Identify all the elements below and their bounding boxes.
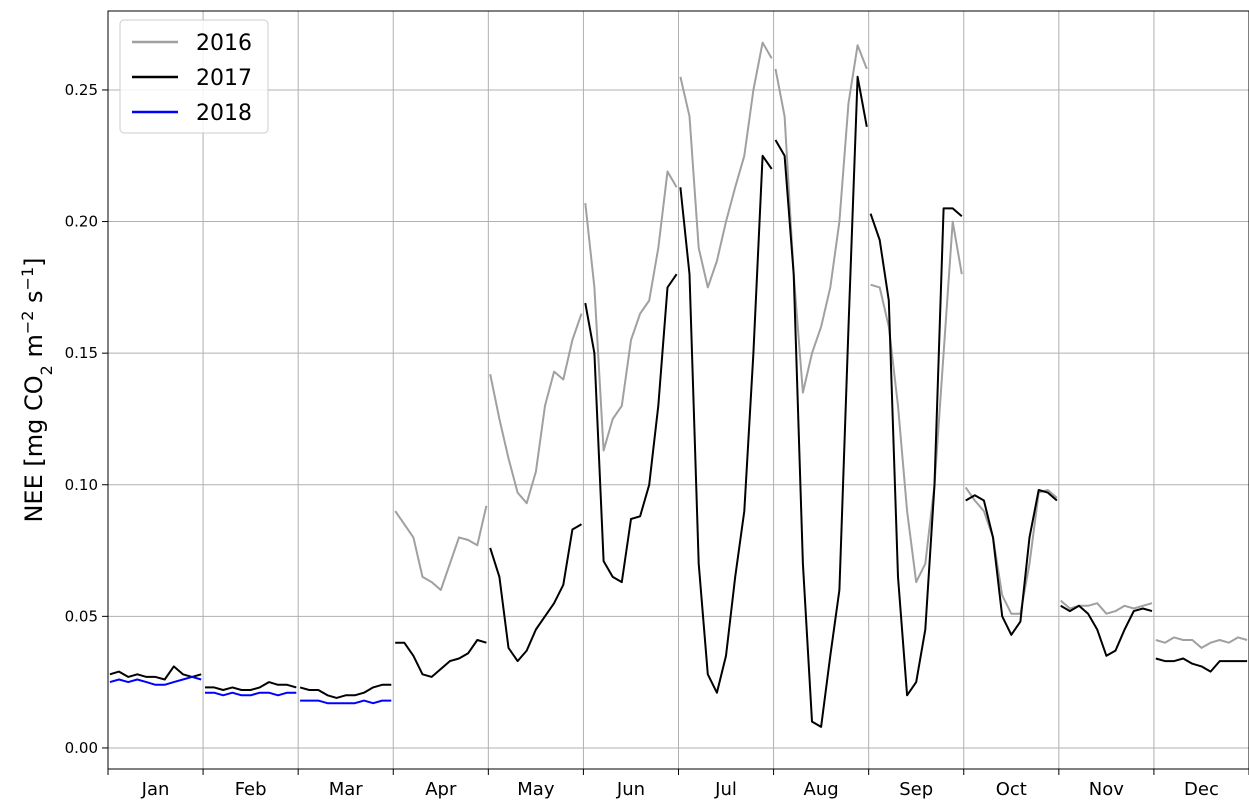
series-line-2017-jul [679,154,773,694]
x-tick-label: Sep [899,779,933,800]
series-line-2018-feb [205,691,297,697]
x-tick-label: Nov [1089,779,1124,800]
y-tick-label: 0.10 [65,476,98,494]
series-line-2017-jan [109,665,202,681]
x-tick-label: May [517,779,555,800]
x-axis: Jan Feb Mar Apr May Jun Jul Aug Sep Oct Nov Dec [107,769,1249,800]
x-tick-label: Aug [804,779,839,800]
series-line-2016-jul [679,41,773,289]
legend-box [119,19,269,134]
x-tick-label: Jan [141,779,170,800]
series-2017 [109,75,1248,728]
legend-label-2017: 2017 [196,66,252,91]
series-line-2016-sep [870,220,963,584]
x-tick-label: Feb [235,779,267,800]
series-line-2017-may [489,523,583,663]
grid [108,11,1249,769]
series-line-2017-sep [869,207,963,697]
y-tick-label: 0.25 [65,81,98,99]
series-2016 [394,41,1248,649]
x-tick-label: Mar [329,779,364,800]
series-line-2016-nov [1060,599,1153,615]
series-2018 [109,675,392,705]
series-line-2016-dec [1155,636,1248,649]
x-tick-label: Jul [714,779,737,800]
series-line-2018-mar [300,699,392,705]
y-tick-label: 0.20 [65,213,98,231]
series-line-2016-may [489,313,583,505]
series-line-2017-nov [1060,604,1153,657]
x-tick-label: Dec [1184,779,1219,800]
series-line-2017-oct [965,489,1058,636]
y-tick-label: 0.05 [65,607,98,625]
series-line-2016-aug [774,44,868,394]
series-line-2017-mar [299,683,392,699]
series-layer [109,41,1248,728]
series-line-2017-feb [205,681,297,691]
series-line-2017-aug [774,75,868,728]
series-line-2016-apr [394,505,488,591]
x-tick-label: Oct [996,779,1027,800]
y-tick-label: 0.15 [65,344,98,362]
series-line-2016-oct [964,486,1058,615]
y-axis: 0.00 0.05 0.10 0.15 0.20 0.25 [65,81,108,757]
legend-label-2016: 2016 [196,31,252,56]
x-tick-label: Jun [616,779,645,800]
y-tick-label: 0.00 [65,739,98,757]
legend: 2016 2017 2018 [119,19,269,134]
series-line-2016-jun [584,170,678,452]
x-tick-label: Apr [425,779,457,800]
legend-label-2018: 2018 [196,101,252,126]
y-axis-label: NEE [mg CO2 m−2 s−1] [18,257,56,522]
series-line-2017-jun [584,273,678,584]
series-line-2017-apr [395,639,487,678]
series-line-2018-jan [109,675,202,686]
series-line-2017-dec [1155,657,1248,673]
